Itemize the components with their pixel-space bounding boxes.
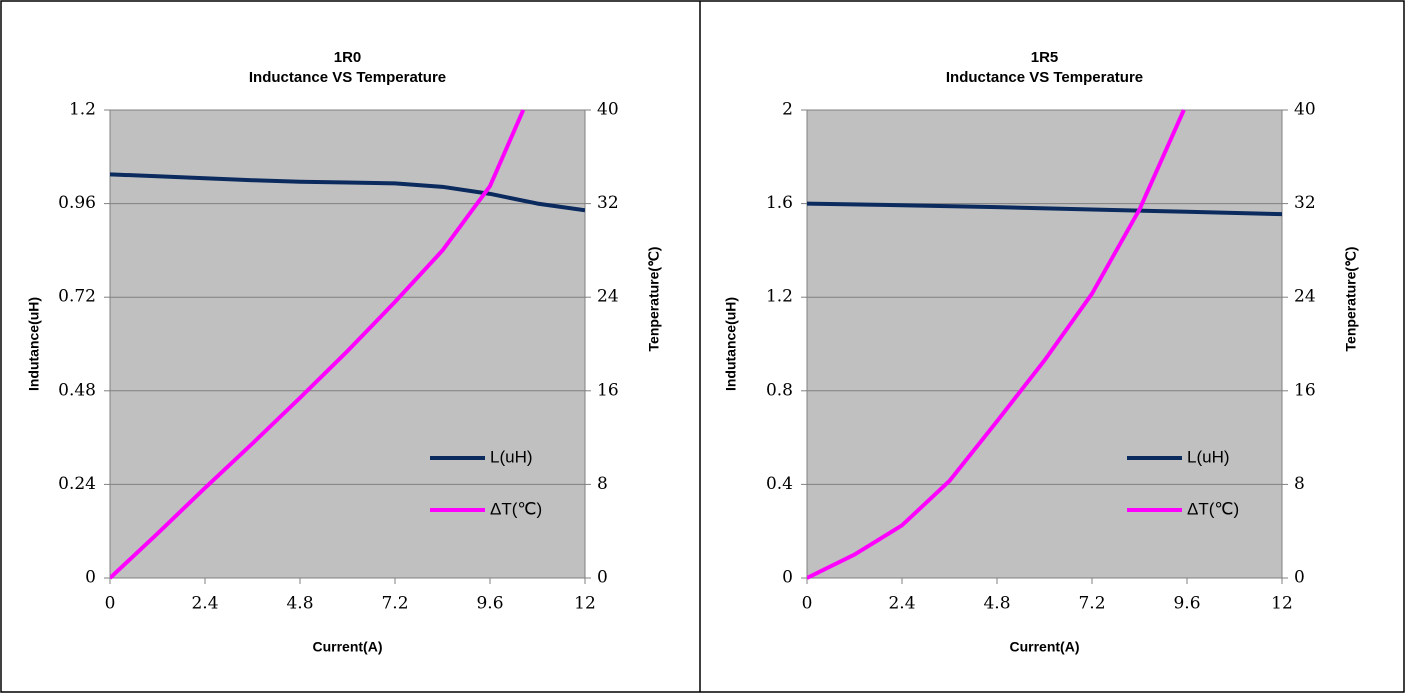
y2-tick-label: 16 bbox=[597, 380, 619, 400]
y-tick-label: 0 bbox=[85, 568, 96, 588]
x-tick-label: 9.6 bbox=[476, 594, 503, 614]
y2-tick-label: 40 bbox=[597, 100, 619, 120]
chart-subtitle: Inductance VS Temperature bbox=[946, 69, 1143, 86]
y2-tick-label: 8 bbox=[597, 474, 608, 494]
legend-label: L(uH) bbox=[490, 447, 533, 466]
x-tick-label: 12 bbox=[1271, 594, 1293, 614]
y2-axis-title: Tenperature(℃) bbox=[646, 247, 662, 352]
y-axis-title: Indutance(uH) bbox=[723, 297, 739, 391]
x-tick-label: 0 bbox=[105, 594, 116, 614]
x-axis-title: Current(A) bbox=[1010, 639, 1080, 655]
y2-tick-label: 16 bbox=[1294, 380, 1316, 400]
y-tick-label: 0.96 bbox=[58, 193, 96, 213]
y-tick-label: 0.8 bbox=[766, 380, 793, 400]
x-tick-label: 7.2 bbox=[1078, 594, 1105, 614]
x-axis-title: Current(A) bbox=[313, 639, 383, 655]
x-tick-label: 7.2 bbox=[381, 594, 408, 614]
chart-title: 1R5 bbox=[1031, 49, 1059, 66]
y-axis-title: Indutance(uH) bbox=[26, 297, 42, 391]
y2-axis-title: Tenperature(℃) bbox=[1343, 247, 1359, 352]
y-tick-label: 1.6 bbox=[766, 193, 793, 213]
x-tick-label: 2.4 bbox=[191, 594, 218, 614]
y-tick-label: 1.2 bbox=[766, 287, 793, 307]
y2-tick-label: 32 bbox=[597, 193, 619, 213]
y2-tick-label: 8 bbox=[1294, 474, 1305, 494]
series-line bbox=[110, 172, 585, 213]
chart-subtitle: Inductance VS Temperature bbox=[249, 69, 446, 86]
legend-label: L(uH) bbox=[1187, 447, 1230, 466]
x-tick-label: 12 bbox=[574, 594, 596, 614]
series-line bbox=[807, 109, 1186, 580]
y2-tick-label: 0 bbox=[1294, 568, 1305, 588]
chart-title: 1R0 bbox=[334, 49, 362, 66]
y-tick-label: 1.2 bbox=[69, 100, 96, 120]
series-line bbox=[807, 201, 1282, 217]
y2-tick-label: 24 bbox=[597, 287, 619, 307]
legend-label: ΔT(℃) bbox=[490, 499, 542, 518]
y-tick-label: 0.4 bbox=[766, 474, 793, 494]
series-line bbox=[110, 109, 526, 580]
y2-tick-label: 32 bbox=[1294, 193, 1316, 213]
y2-tick-label: 0 bbox=[597, 568, 608, 588]
x-tick-label: 2.4 bbox=[888, 594, 915, 614]
y-tick-label: 2 bbox=[782, 100, 793, 120]
y-tick-label: 0.24 bbox=[58, 474, 96, 494]
y-tick-label: 0.48 bbox=[58, 380, 96, 400]
x-tick-label: 0 bbox=[802, 594, 813, 614]
y2-tick-label: 40 bbox=[1294, 100, 1316, 120]
y-tick-label: 0.72 bbox=[58, 287, 96, 307]
plot-area bbox=[807, 110, 1282, 578]
x-tick-label: 4.8 bbox=[983, 594, 1010, 614]
y-tick-label: 0 bbox=[782, 568, 793, 588]
x-tick-label: 4.8 bbox=[286, 594, 313, 614]
y2-tick-label: 24 bbox=[1294, 287, 1316, 307]
x-tick-label: 9.6 bbox=[1173, 594, 1200, 614]
plot-area bbox=[110, 110, 585, 578]
legend-label: ΔT(℃) bbox=[1187, 499, 1239, 518]
